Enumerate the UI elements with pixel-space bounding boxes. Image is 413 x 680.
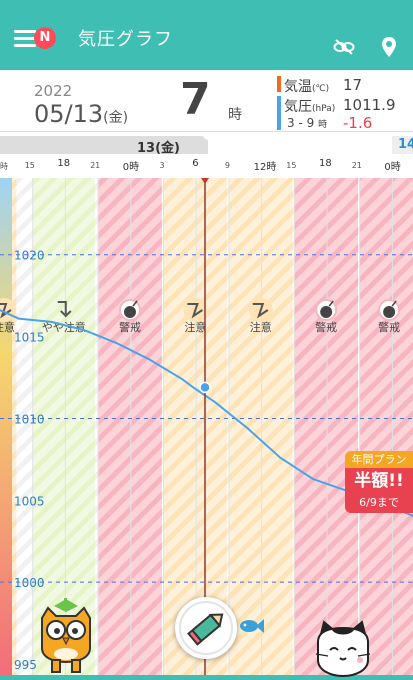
tick-label: 時 [0,162,8,171]
alert-band-caution [163,178,228,680]
app-header: N 気圧グラフ [0,0,413,70]
day-strip-14 [392,136,413,154]
notification-badge[interactable]: N [34,27,56,49]
bomb-icon [378,299,401,321]
tick-label: 0時 [384,162,401,173]
bomb-icon [118,299,141,321]
alert-label: 警戒 [119,320,141,334]
page-title: 気圧グラフ [78,29,173,50]
tick-label: 18 [319,158,332,169]
range-label-text: 3 - 9 [287,116,315,130]
y-tick-label: 1020 [14,249,45,263]
promo-plan-label: 年間プラン [345,451,413,468]
tick-label: 6 [192,158,199,169]
tick-label: 15 [286,161,297,170]
temperature-marker [277,76,281,92]
tick-label: 9 [224,161,230,170]
pressure-label-text: 気圧 [284,99,312,115]
pressure-chart[interactable]: 1020 1015 1010 1005 1000 995 注意 やや注意 警戒 注意 注意 警戒 警戒 [0,178,413,680]
hour-value: 7 [180,74,211,125]
date-label: 05/13(金) [34,100,128,128]
menu-icon[interactable] [14,30,36,47]
temperature-value: 17 [343,76,363,94]
fish-icon [240,619,264,633]
day-strip-13 [0,136,208,154]
alert-label: やや注意 [42,320,86,334]
y-tick-label: 1005 [14,494,45,508]
y-tick-label: 1000 [14,576,45,590]
pressure-value: 1011.9 [343,96,396,114]
bomb-icon [315,299,338,321]
year-label: 2022 [34,82,73,100]
pressure-unit: (hPa) [312,104,336,114]
current-pressure-point [199,381,211,394]
tick-label: 12時 [253,162,277,173]
promo-banner[interactable]: 年間プラン 半額!! 6/9まで [345,451,413,513]
bottom-bar [0,675,413,680]
alert-label: 注意 [184,320,206,334]
owl-mascot[interactable] [38,596,94,674]
current-time-pointer [198,132,216,140]
promo-deadline-label: 6/9まで [345,494,413,513]
y-tick-label: 1015 [14,331,45,345]
location-pin-icon[interactable] [380,36,398,58]
weekday-label: (金) [103,110,129,126]
alert-label: 警戒 [378,320,400,334]
alert-label: 注意 [250,320,272,334]
tick-label: 15 [24,161,35,170]
day-label: 13(金) [137,141,180,156]
pressure-marker [277,96,281,130]
temperature-unit: (℃) [312,84,330,94]
alert-band-warning [359,178,413,680]
current-time-marker [201,178,209,184]
alert-band-caution [228,178,293,680]
range-unit: 時 [318,120,328,130]
slight-arrow-icon [57,301,72,318]
caution-arrow-icon [248,298,273,322]
y-tick-label: 995 [14,658,37,672]
tick-label: 21 [90,161,101,170]
promo-discount-label: 半額!! [345,468,413,494]
temperature-label-text: 気温 [284,79,312,95]
tick-label: 18 [57,158,71,169]
tick-label: 0時 [122,162,140,173]
alert-band-slight [32,178,95,680]
alert-band-warning [98,178,162,680]
next-day-label: 14 [398,137,413,152]
cat-mascot[interactable] [312,620,374,678]
temperature-label: 気温(℃) [284,76,329,96]
notes-button[interactable] [175,597,237,659]
date-value: 05/13 [34,100,104,128]
caution-arrow-icon [183,298,208,322]
pressure-label: 気圧(hPa) [284,96,335,116]
no-link-icon[interactable] [333,38,355,56]
reading-panel: 2022 05/13(金) 7 時 気温(℃) 17 気圧(hPa) 1011.… [0,70,413,132]
pressure-scale-strip [0,178,12,680]
tick-label: 3 [159,161,165,170]
alert-label: 注意 [0,320,15,334]
pencil-icon [179,601,233,655]
y-tick-label: 1010 [14,412,45,426]
pressure-change-value: -1.6 [343,114,373,132]
tick-label: 21 [351,161,362,170]
alert-label: 警戒 [315,320,337,334]
range-label: 3 - 9 時 [287,116,327,130]
alert-band-warning [294,178,359,680]
hour-unit: 時 [228,107,242,123]
